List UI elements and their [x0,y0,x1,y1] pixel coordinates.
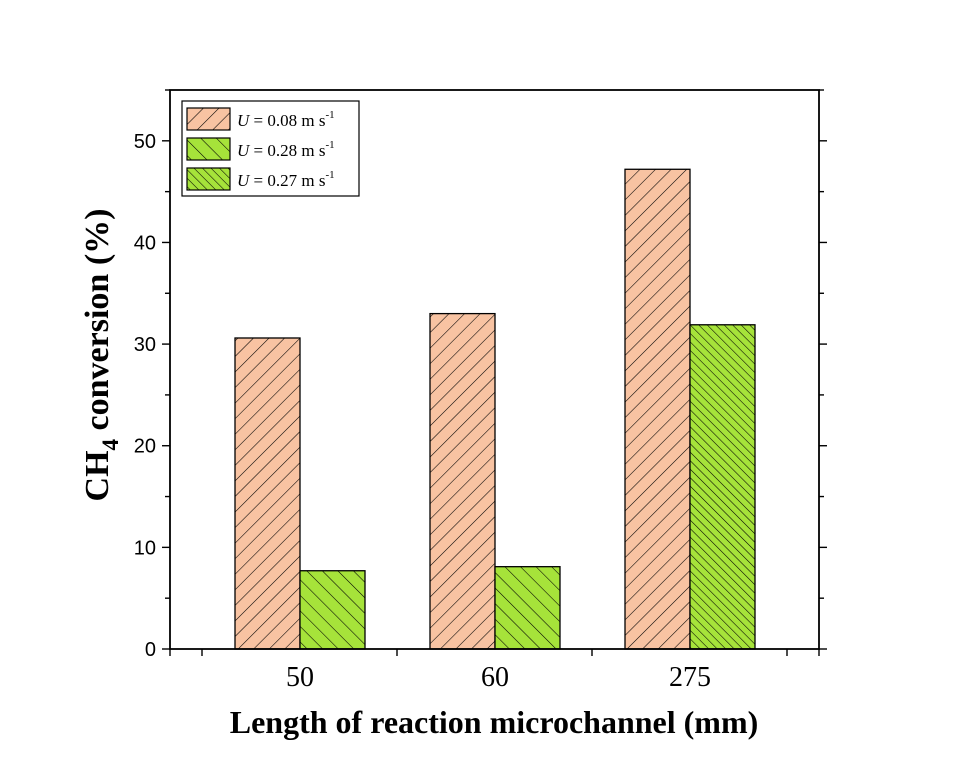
bar-series1-60 [429,312,496,650]
plot-frame [169,89,820,650]
legend-label-series1: U = 0.08 m s-1 [237,109,335,130]
legend-swatch-series1 [186,107,231,131]
legend-label-series3: U = 0.27 m s-1 [237,169,335,190]
legend: U = 0.08 m s-1 U = 0.28 m s-1 U = 0.27 m s… [181,100,360,197]
legend-label-series2: U = 0.28 m s-1 [237,139,335,160]
y-tick-label: 30 [134,334,156,356]
bar-series3-275 [689,324,756,650]
bar-series2-60 [494,566,561,650]
x-tick-label-60: 60 [481,662,509,693]
y-axis-title: CH4 conversion (%) [79,209,123,502]
bar-series1-50 [234,337,301,650]
y-axis-title-subscript: 4 [98,438,123,450]
legend-swatch-series2 [186,137,231,161]
y-tick-label: 50 [134,131,156,153]
y-tick-label: 10 [134,537,156,559]
x-axis: 50 60 275 [169,649,820,693]
x-tick-label-50: 50 [286,662,314,693]
x-axis-title: Length of reaction microchannel (mm) [230,704,759,740]
y-axis-title-suffix: conversion (%) [79,209,116,439]
y-tick-label: 0 [145,639,156,661]
bar-series2-50 [299,570,366,650]
x-tick-label-275: 275 [669,662,711,693]
bar-series1-275 [624,168,691,650]
bars-group [234,168,756,650]
legend-swatch-series3 [186,167,231,191]
y-tick-label: 20 [134,436,156,458]
y-tick-label: 40 [134,232,156,254]
y-axis-title-prefix: CH [79,450,116,501]
y-axis: 0 10 20 30 40 50 [134,89,827,661]
